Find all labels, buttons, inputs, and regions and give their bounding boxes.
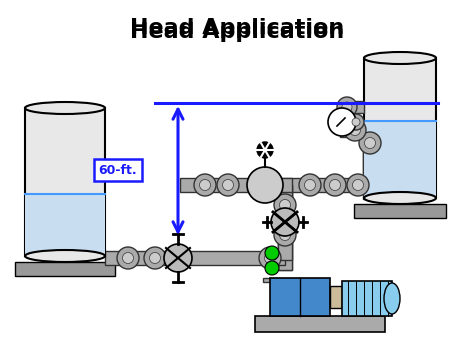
Bar [270, 278, 330, 316]
Circle shape [265, 246, 279, 260]
Bar [25, 108, 105, 256]
Ellipse shape [364, 192, 436, 204]
Circle shape [365, 137, 375, 148]
Circle shape [329, 179, 340, 190]
Bar [180, 178, 370, 192]
Bar [363, 130, 377, 185]
Circle shape [144, 247, 166, 269]
Circle shape [194, 174, 216, 196]
Circle shape [353, 179, 364, 190]
Bar [278, 185, 292, 270]
Bar [363, 148, 377, 199]
Circle shape [122, 252, 134, 263]
Bar [354, 204, 446, 218]
Ellipse shape [384, 283, 400, 314]
Circle shape [337, 97, 357, 117]
Circle shape [217, 174, 239, 196]
Bar [278, 178, 292, 192]
Circle shape [247, 167, 283, 203]
Circle shape [271, 208, 299, 236]
Circle shape [348, 114, 364, 130]
Circle shape [117, 247, 139, 269]
Ellipse shape [25, 250, 105, 262]
Bar [364, 121, 436, 198]
Circle shape [344, 119, 366, 141]
Ellipse shape [25, 102, 105, 114]
Circle shape [259, 247, 281, 269]
Circle shape [347, 174, 369, 196]
Circle shape [328, 108, 356, 136]
Circle shape [304, 179, 316, 190]
Circle shape [222, 179, 234, 190]
Circle shape [265, 261, 279, 275]
Circle shape [352, 118, 360, 126]
Ellipse shape [364, 52, 436, 64]
Bar [340, 101, 364, 113]
Text: Head Application: Head Application [130, 18, 344, 38]
Bar [105, 251, 285, 265]
Circle shape [274, 224, 296, 246]
Bar [364, 58, 436, 198]
Circle shape [299, 174, 321, 196]
Circle shape [349, 125, 361, 136]
Text: 60-ft.: 60-ft. [99, 164, 137, 177]
Circle shape [200, 179, 210, 190]
Bar [340, 123, 375, 137]
Bar [278, 185, 292, 260]
Circle shape [324, 174, 346, 196]
Bar [278, 185, 292, 270]
Circle shape [274, 194, 296, 216]
Bar [255, 316, 385, 332]
Circle shape [280, 200, 291, 211]
Circle shape [257, 142, 273, 158]
Bar [342, 281, 392, 316]
Bar [15, 262, 115, 276]
Circle shape [149, 252, 161, 263]
Bar [263, 278, 277, 282]
Circle shape [164, 244, 192, 272]
Circle shape [359, 132, 381, 154]
Bar [25, 194, 105, 256]
Text: Head Application: Head Application [130, 22, 344, 42]
Bar [330, 286, 342, 308]
Circle shape [342, 102, 352, 112]
Circle shape [280, 229, 291, 240]
Circle shape [264, 252, 275, 263]
